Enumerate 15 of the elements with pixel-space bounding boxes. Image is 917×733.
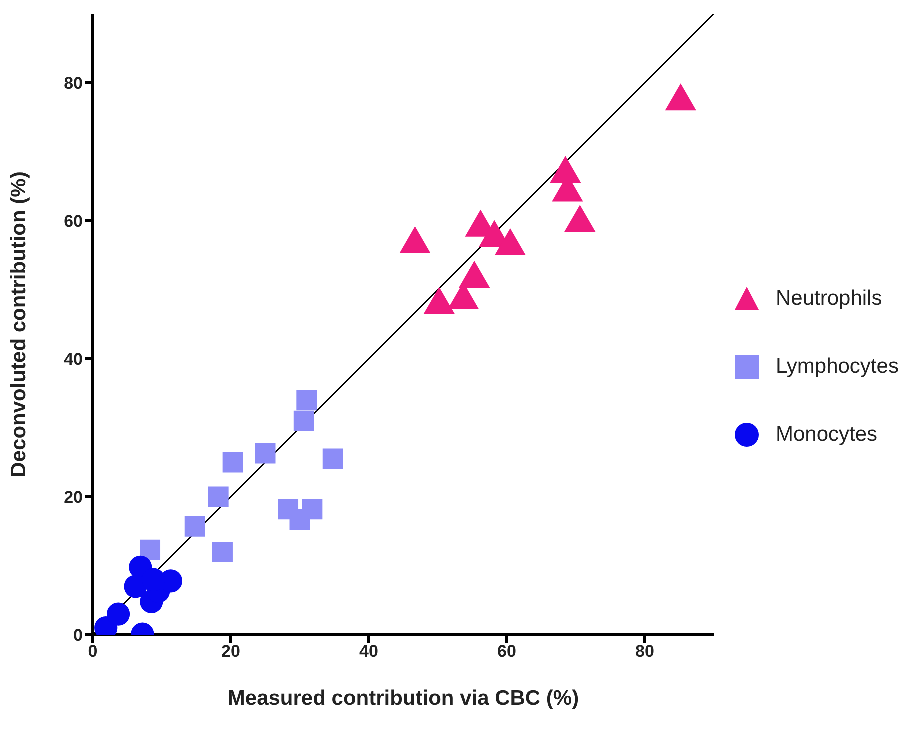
legend-label: Lymphocytes (776, 354, 899, 378)
y-tick-label: 40 (64, 350, 83, 370)
x-tick-label: 60 (498, 642, 516, 662)
legend-label: Monocytes (776, 422, 878, 446)
x-tick-label: 80 (636, 642, 654, 662)
y-tick-label: 20 (64, 488, 83, 508)
y-tick-label: 60 (64, 212, 83, 232)
x-tick-label: 40 (360, 642, 378, 662)
legend-label: Neutrophils (776, 286, 882, 310)
x-axis-title: Measured contribution via CBC (%) (228, 687, 580, 710)
y-axis-title: Deconvoluted contribution (%) (7, 172, 30, 478)
y-tick-label: 80 (64, 74, 83, 94)
x-tick-label: 0 (88, 642, 98, 662)
y-tick-label: 0 (74, 626, 83, 646)
x-tick-label: 20 (222, 642, 240, 662)
